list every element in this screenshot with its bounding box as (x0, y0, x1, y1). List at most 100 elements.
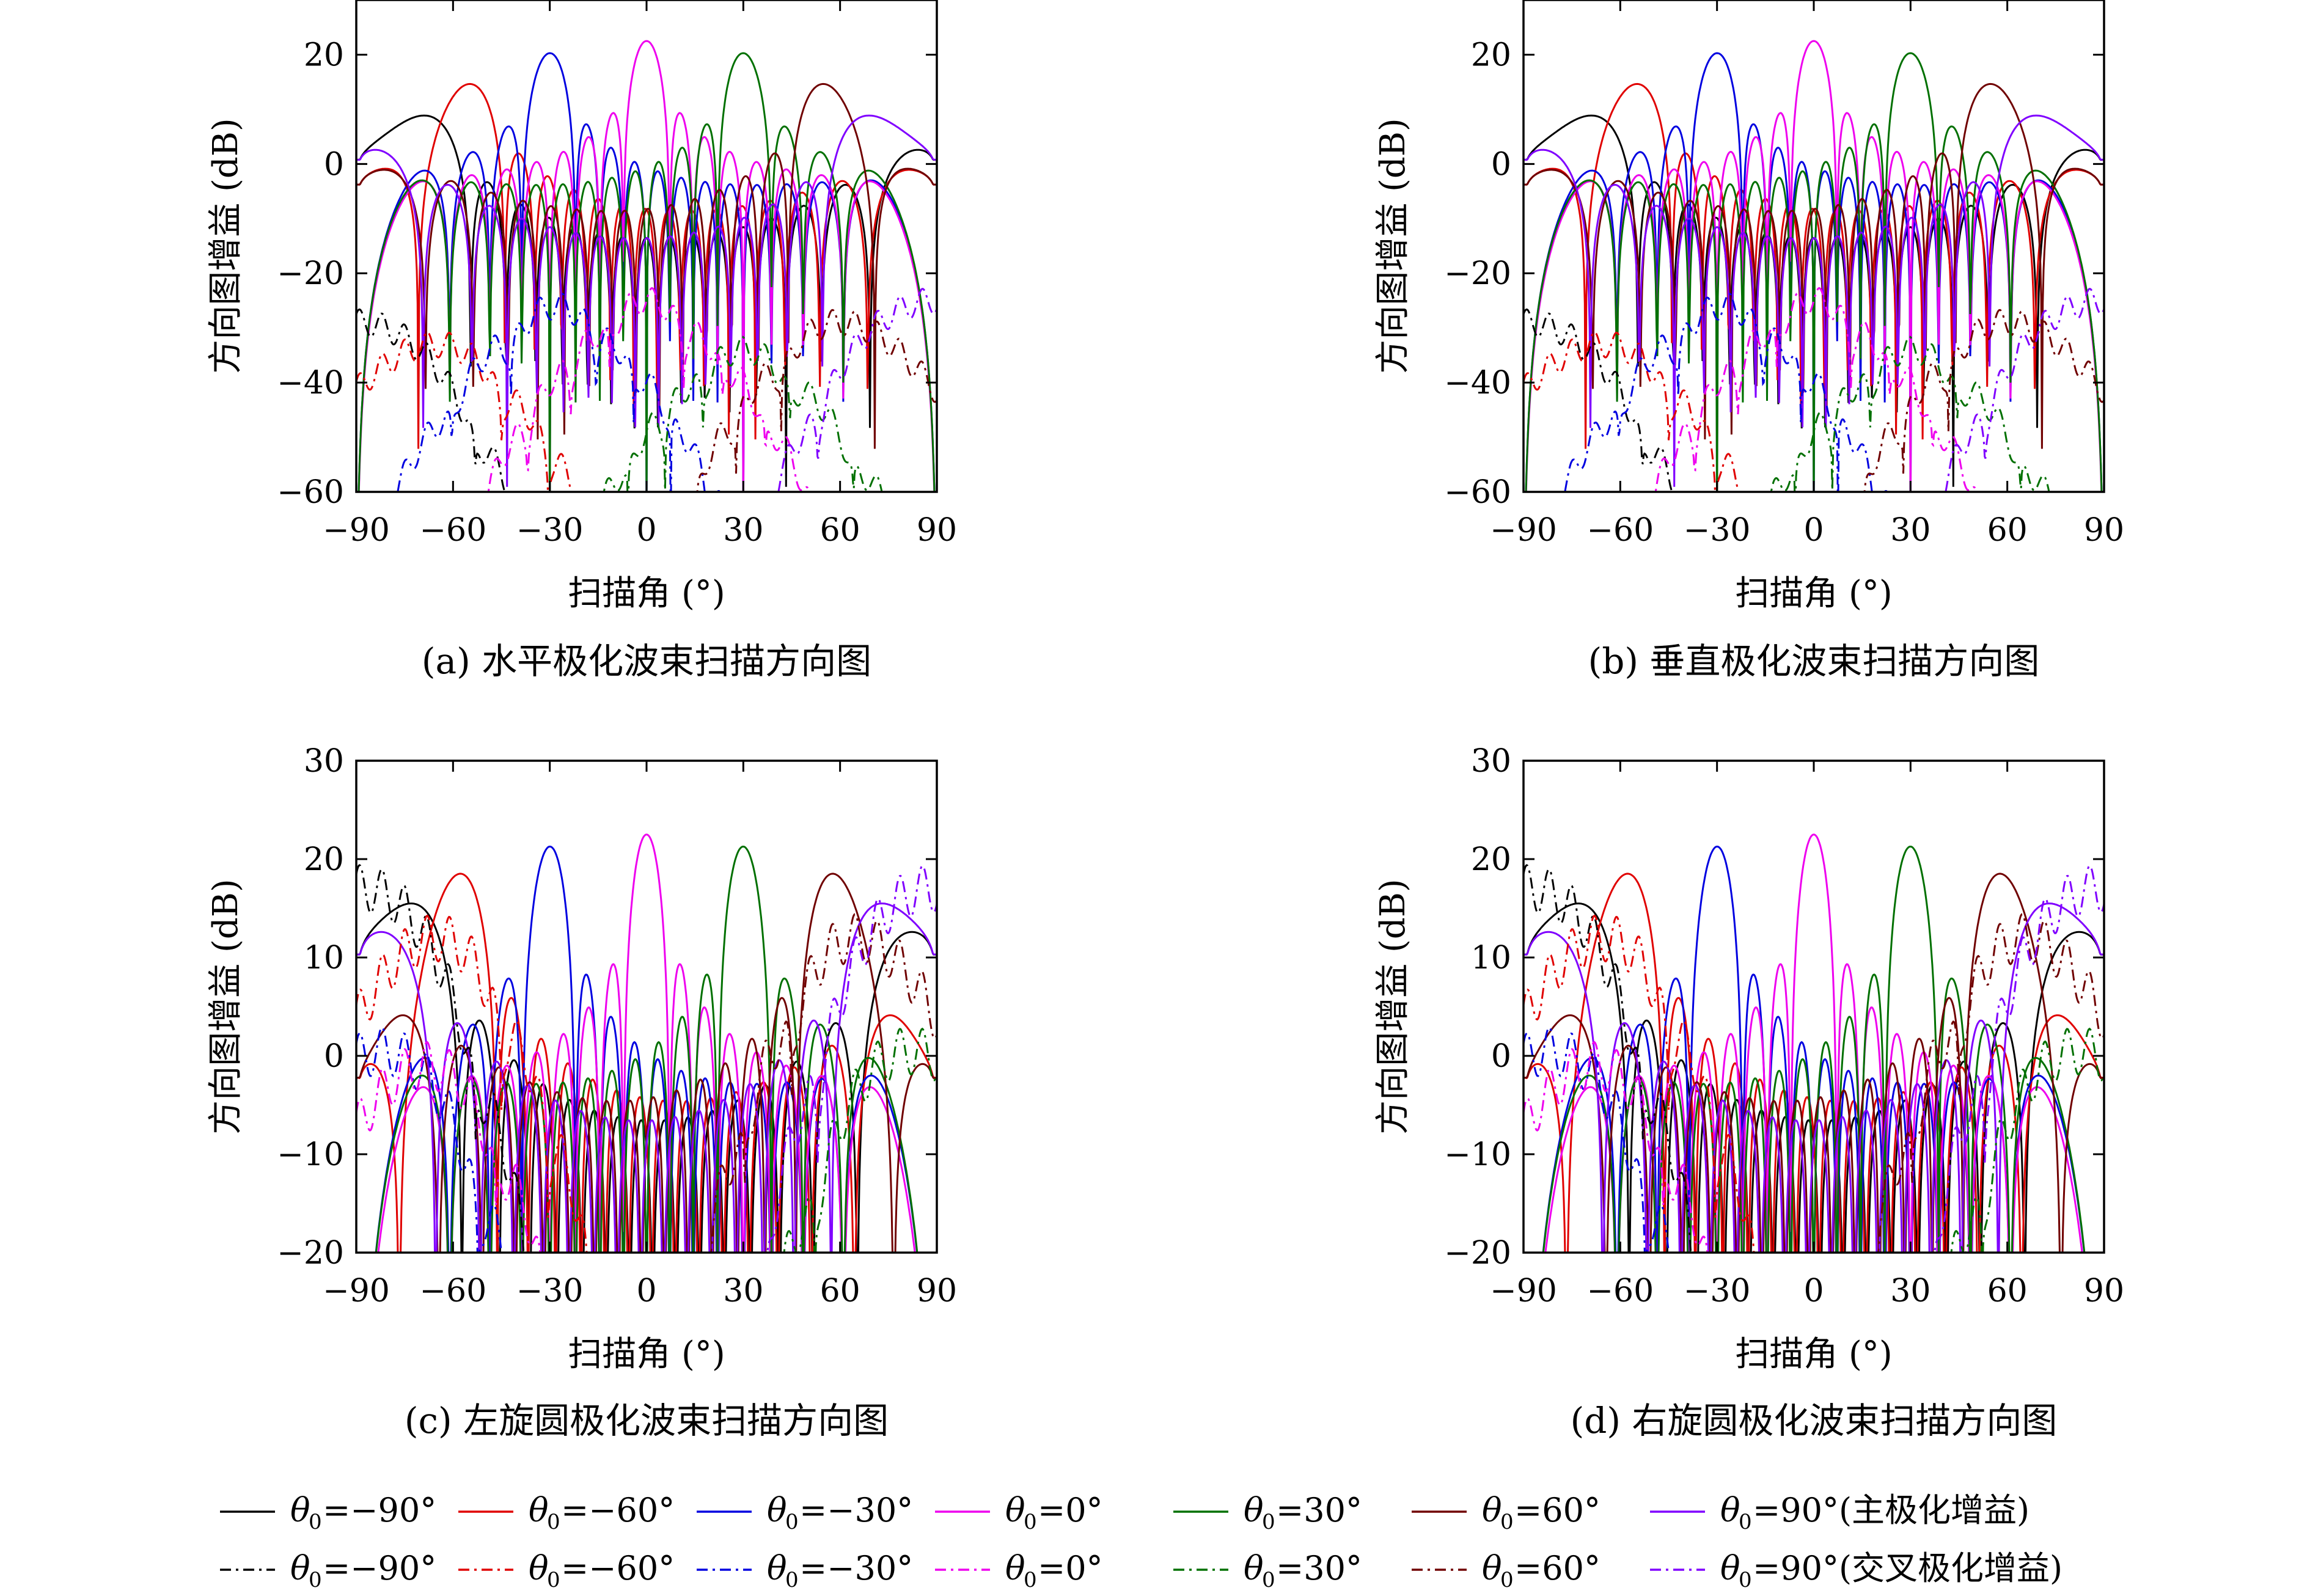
legend-theta-subscript: 0 (547, 1568, 560, 1592)
legend-theta-subscript: 0 (547, 1510, 560, 1534)
y-tick-label: 10 (304, 940, 344, 976)
x-tick-label: 30 (1890, 1273, 1931, 1309)
y-tick-label: 20 (1471, 841, 1511, 878)
legend-label: =0° (1038, 1491, 1103, 1529)
x-axis-label: 扫描角 (°) (1735, 1334, 1893, 1374)
x-axis-label: 扫描角 (°) (568, 1334, 725, 1374)
x-tick-label: 0 (1803, 1273, 1824, 1309)
series-line-cross-steer-60 (696, 309, 937, 492)
legend-label: =90°(交叉极化增益) (1753, 1549, 2062, 1587)
y-tick-label: 0 (324, 146, 344, 183)
chart-panel-c: −90 −60 −30 0 30 60 90 −20 −10 0 10 20 30 扫描角 (°) 方向图增… (206, 743, 957, 1441)
legend-theta-subscript: 0 (785, 1568, 799, 1592)
x-tick-label: −30 (516, 1273, 584, 1309)
x-tick-label: 0 (636, 512, 656, 549)
legend-theta-subscript: 0 (1024, 1510, 1037, 1534)
legend-theta-symbol: θ (1482, 1549, 1502, 1587)
legend-theta-subscript: 0 (1739, 1510, 1752, 1534)
series-line-cross-steer--30 (397, 292, 721, 492)
x-tick-label: 90 (2084, 512, 2124, 549)
panel-caption: (c) 左旋圆极化波束扫描方向图 (405, 1400, 889, 1441)
x-tick-label: 0 (1803, 512, 1824, 549)
legend-theta-symbol: θ (767, 1491, 787, 1529)
series-line-co-steer-90 (1524, 114, 2104, 487)
legend-theta-symbol: θ (290, 1491, 310, 1529)
legend-theta-subscript: 0 (309, 1568, 322, 1592)
legend-label: =−30° (799, 1549, 913, 1587)
series-line-co-steer-90 (356, 902, 937, 1253)
series-line-co-steer-30 (1542, 845, 2086, 1253)
legend-label: =−30° (799, 1491, 913, 1529)
series-line-cross-steer-90 (777, 288, 937, 492)
legend-theta-symbol: θ (1244, 1491, 1264, 1529)
series-line-co-steer-30 (375, 845, 919, 1253)
x-tick-label: 30 (723, 512, 763, 549)
series-line-cross-steer--90 (356, 864, 525, 1253)
panel-caption: (a) 水平极化波束扫描方向图 (422, 640, 871, 682)
x-tick-label: −90 (323, 1273, 390, 1309)
x-tick-label: 90 (2084, 1273, 2124, 1309)
panel-caption: (b) 垂直极化波束扫描方向图 (1588, 640, 2040, 682)
legend-label: =−60° (561, 1549, 675, 1587)
legend-theta-symbol: θ (1005, 1549, 1025, 1587)
y-tick-label: −10 (1444, 1137, 1511, 1173)
series-group (1524, 833, 2104, 1253)
legend-theta-subscript: 0 (309, 1510, 322, 1534)
legend-label: =90°(主极化增益) (1753, 1491, 2030, 1529)
legend-label: =−90° (323, 1549, 436, 1587)
y-tick-label: −40 (277, 365, 344, 401)
legend-theta-symbol: θ (1720, 1491, 1740, 1529)
x-tick-label: 30 (723, 1273, 763, 1309)
x-tick-label: 60 (820, 1273, 860, 1309)
y-tick-label: 30 (304, 743, 344, 780)
legend-label: =60° (1514, 1491, 1601, 1529)
legend-theta-subscript: 0 (1500, 1510, 1514, 1534)
series-line-cross-steer-60 (1863, 309, 2104, 492)
legend-label: =30° (1276, 1491, 1362, 1529)
series-line-cross-steer-30 (783, 1027, 937, 1253)
y-tick-label: 0 (324, 1038, 344, 1075)
series-line-cross-steer-90 (1945, 288, 2104, 492)
legend-theta-symbol: θ (529, 1549, 549, 1587)
x-tick-label: −90 (323, 512, 390, 549)
x-tick-label: 60 (1987, 1273, 2028, 1309)
legend-theta-symbol: θ (1244, 1549, 1264, 1587)
legend-theta-subscript: 0 (1262, 1568, 1275, 1592)
x-axis-label: 扫描角 (°) (568, 574, 725, 613)
series-group (356, 40, 937, 492)
legend-label: =−90° (323, 1491, 436, 1529)
legend-label: =30° (1276, 1549, 1362, 1587)
x-tick-label: −60 (419, 1273, 486, 1309)
y-tick-label: 0 (1491, 1038, 1511, 1075)
x-tick-label: 90 (917, 512, 957, 549)
y-axis-label: 方向图增益 (dB) (206, 118, 246, 374)
y-tick-label: −20 (277, 1235, 344, 1272)
x-tick-label: 0 (636, 1273, 656, 1309)
legend-theta-symbol: θ (767, 1549, 787, 1587)
x-tick-label: 60 (820, 512, 860, 549)
legend-theta-symbol: θ (1005, 1491, 1025, 1529)
series-line-co-steer-60 (356, 82, 937, 449)
y-tick-label: −60 (277, 474, 344, 511)
x-tick-label: −90 (1490, 512, 1557, 549)
x-tick-label: −30 (1684, 1273, 1751, 1309)
y-axis-label: 方向图增益 (dB) (1373, 879, 1413, 1135)
y-tick-label: −10 (277, 1137, 344, 1173)
y-tick-label: 30 (1471, 743, 1511, 780)
legend: θ0 =−90° θ0 =−60° θ0 =−30° θ0 =0° θ0 =30° θ0 =60° θ0… (220, 1491, 2062, 1592)
series-line-co-steer-90 (356, 114, 937, 487)
x-axis-label: 扫描角 (°) (1735, 574, 1893, 613)
series-line-cross-steer--30 (1564, 292, 1888, 492)
y-tick-label: −20 (1444, 255, 1511, 292)
y-tick-label: 20 (1471, 37, 1511, 73)
legend-label: =60° (1514, 1549, 1601, 1587)
y-tick-label: 20 (304, 841, 344, 878)
legend-theta-subscript: 0 (1024, 1568, 1037, 1592)
series-line-co-steer-30 (358, 52, 936, 492)
panel-caption: (d) 右旋圆极化波束扫描方向图 (1571, 1400, 2058, 1441)
x-tick-label: 60 (1987, 512, 2028, 549)
x-tick-label: −30 (516, 512, 584, 549)
